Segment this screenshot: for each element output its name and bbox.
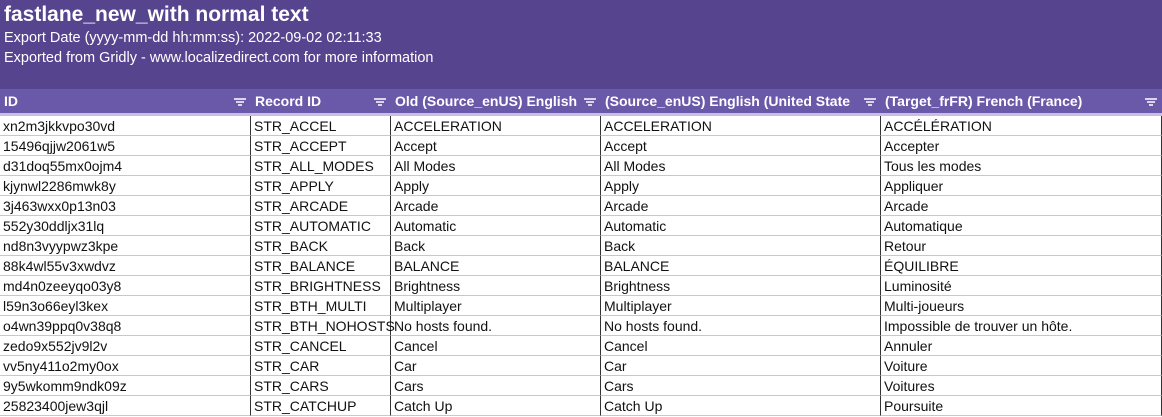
table-cell: ACCELERATION <box>601 116 881 136</box>
table-cell: STR_ARCADE <box>251 196 391 216</box>
table-cell: Retour <box>881 236 1162 256</box>
table-cell: nd8n3vyypwz3kpe <box>0 236 251 256</box>
table-cell: Brightness <box>601 276 881 296</box>
table-cell: zedo9x552jv9l2v <box>0 336 251 356</box>
table-cell: Apply <box>391 176 601 196</box>
table-cell: 3j463wxx0p13n03 <box>0 196 251 216</box>
table-cell: Poursuite <box>881 396 1162 416</box>
filter-icon[interactable] <box>234 98 246 106</box>
export-header: fastlane_new_with normal text Export Dat… <box>0 0 1162 89</box>
table-cell: Catch Up <box>391 396 601 416</box>
table-cell: Apply <box>601 176 881 196</box>
table-cell: o4wn39ppq0v38q8 <box>0 316 251 336</box>
table-cell: STR_BALANCE <box>251 256 391 276</box>
table-cell: 15496qjjw2061w5 <box>0 136 251 156</box>
filter-icon[interactable] <box>584 98 596 106</box>
table-cell: Automatic <box>391 216 601 236</box>
table-cell: Multi-joueurs <box>881 296 1162 316</box>
table-cell: Annuler <box>881 336 1162 356</box>
table-cell: 552y30ddljx31lq <box>0 216 251 236</box>
table-cell: All Modes <box>601 156 881 176</box>
table-cell: STR_AUTOMATIC <box>251 216 391 236</box>
table-cell: ACCÉLÉRATION <box>881 116 1162 136</box>
table-cell: BALANCE <box>391 256 601 276</box>
table-cell: Multiplayer <box>601 296 881 316</box>
table-cell: 9y5wkomm9ndk09z <box>0 376 251 396</box>
table-cell: 88k4wl55v3xwdvz <box>0 256 251 276</box>
table-cell: No hosts found. <box>601 316 881 336</box>
table-cell: BALANCE <box>601 256 881 276</box>
table-cell: kjynwl2286mwk8y <box>0 176 251 196</box>
column-header[interactable]: ID <box>4 93 18 109</box>
table-cell: Voiture <box>881 356 1162 376</box>
table-cell: Catch Up <box>601 396 881 416</box>
table-cell: Multiplayer <box>391 296 601 316</box>
table-cell: Back <box>391 236 601 256</box>
column-header[interactable]: (Source_enUS) English (United State <box>605 93 851 109</box>
table-cell: STR_BTH_MULTI <box>251 296 391 316</box>
table-cell: Accepter <box>881 136 1162 156</box>
table-cell: No hosts found. <box>391 316 601 336</box>
table-cell: STR_BACK <box>251 236 391 256</box>
table-cell: STR_APPLY <box>251 176 391 196</box>
table-cell: Arcade <box>881 196 1162 216</box>
table-cell: vv5ny411o2my0ox <box>0 356 251 376</box>
table-cell: STR_BTH_NOHOSTS <box>251 316 395 336</box>
table-cell: Back <box>601 236 881 256</box>
table-cell: Car <box>601 356 881 376</box>
table-cell: Accept <box>391 136 601 156</box>
table-cell: d31doq55mx0ojm4 <box>0 156 251 176</box>
table-cell: STR_CANCEL <box>251 336 391 356</box>
table-cell: STR_CATCHUP <box>251 396 391 416</box>
table-cell: STR_ACCEL <box>251 116 391 136</box>
table-cell: STR_ACCEPT <box>251 136 391 156</box>
column-header[interactable]: Record ID <box>255 93 322 109</box>
table-cell: ÉQUILIBRE <box>881 256 1162 276</box>
table-cell: Appliquer <box>881 176 1162 196</box>
table-cell: Automatic <box>601 216 881 236</box>
filter-icon[interactable] <box>374 98 386 106</box>
source-note: Exported from Gridly - www.localizedirec… <box>4 50 434 66</box>
filter-icon[interactable] <box>1145 98 1157 106</box>
table-cell: Voitures <box>881 376 1162 396</box>
table-cell: Accept <box>601 136 881 156</box>
table-cell: Brightness <box>391 276 601 296</box>
table-cell: Arcade <box>391 196 601 216</box>
table-cell: Arcade <box>601 196 881 216</box>
table-cell: xn2m3jkkvpo30vd <box>0 116 251 136</box>
table-cell: md4n0zeeyqo03y8 <box>0 276 251 296</box>
export-date: Export Date (yyyy-mm-dd hh:mm:ss): 2022-… <box>4 30 382 46</box>
table-cell: ACCELERATION <box>391 116 601 136</box>
table-cell: STR_CAR <box>251 356 391 376</box>
table-cell: Automatique <box>881 216 1162 236</box>
table-cell: STR_BRIGHTNESS <box>251 276 391 296</box>
column-header[interactable]: Old (Source_enUS) English <box>395 93 578 109</box>
column-header[interactable]: (Target_frFR) French (France) <box>885 93 1083 109</box>
table-cell: Tous les modes <box>881 156 1162 176</box>
table-cell: l59n3o66eyl3kex <box>0 296 251 316</box>
table-cell: Cancel <box>601 336 881 356</box>
table-cell: Car <box>391 356 601 376</box>
table-cell: STR_CARS <box>251 376 391 396</box>
table-cell: Impossible de trouver un hôte. <box>881 316 1162 336</box>
table-cell: STR_ALL_MODES <box>251 156 391 176</box>
filter-icon[interactable] <box>864 98 876 106</box>
title: fastlane_new_with normal text <box>4 3 309 26</box>
column-header-row: ID Record ID Old (Source_enUS) English (Sou… <box>0 89 1162 116</box>
table-cell: Cars <box>391 376 601 396</box>
table-cell: Cars <box>601 376 881 396</box>
table-cell: All Modes <box>391 156 601 176</box>
table-cell: 25823400jew3qjl <box>0 396 251 416</box>
table-cell: Luminosité <box>881 276 1162 296</box>
table-cell: Cancel <box>391 336 601 356</box>
